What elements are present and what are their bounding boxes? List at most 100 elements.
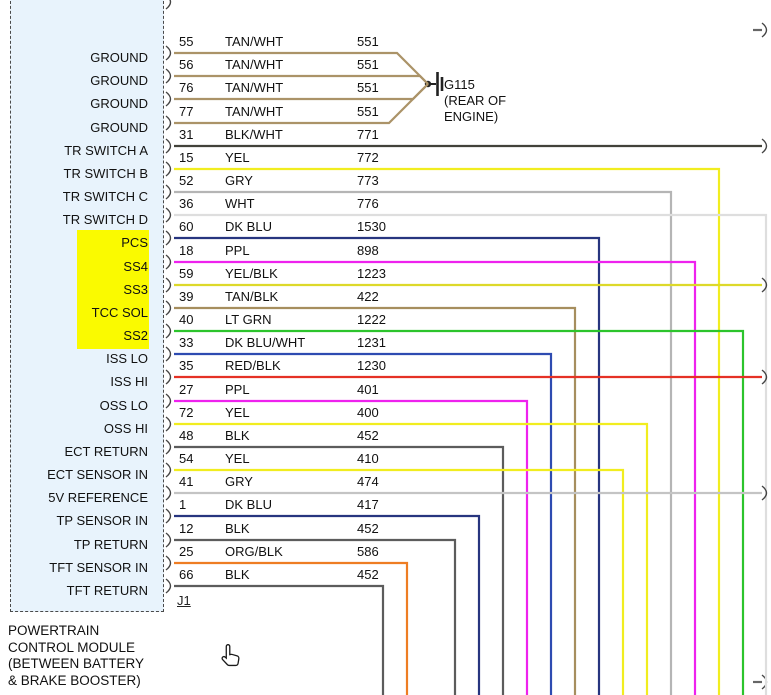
wire-circuit-number: 410 (357, 451, 379, 466)
wire-pin-number: 25 (179, 544, 194, 559)
wire-12-452 (174, 538, 457, 695)
wire-circuit-number: 551 (357, 57, 379, 72)
wire-color-label: GRY (225, 173, 253, 188)
wire-color-label: DK BLU/WHT (225, 335, 306, 350)
wire-pin-number: 41 (179, 474, 194, 489)
wire-77-551 (174, 83, 429, 125)
wire-color-label: LT GRN (225, 312, 272, 327)
wire-circuit-number: 586 (357, 544, 379, 559)
wire-color-label: PPL (225, 243, 250, 258)
wire-72-400 (174, 422, 649, 695)
wire-color-label: BLK (225, 567, 250, 582)
module-caption-line: CONTROL MODULE (8, 639, 136, 655)
connector-pin-arc (165, 68, 172, 84)
wire-pin-number: 56 (179, 57, 194, 72)
wire-36-776 (174, 213, 768, 695)
connector-pin-arc (165, 184, 172, 200)
wire-48-452 (174, 445, 505, 695)
wire-color-label: TAN/WHT (225, 80, 284, 95)
wire-15-772 (174, 167, 721, 695)
connector-pin-arc (165, 45, 172, 61)
pin-function-label: ISS HI (110, 374, 148, 389)
wire-27-401 (174, 399, 529, 695)
wire-pin-number: 66 (179, 567, 194, 582)
connector-pin-arc (165, 439, 172, 455)
wire-color-label: ORG/BLK (225, 544, 283, 559)
wire-pin-number: 60 (179, 219, 194, 234)
wire-40-1222 (174, 329, 745, 695)
wire-55-551 (174, 51, 429, 85)
module-caption-line: POWERTRAIN (8, 623, 100, 638)
pin-function-label: TFT RETURN (66, 583, 148, 598)
module-caption-line: & BRAKE BOOSTER) (8, 672, 141, 688)
wire-1-417 (174, 514, 481, 695)
wire-color-label: PPL (225, 382, 250, 397)
wire-circuit-number: 401 (357, 382, 379, 397)
wire-54-410 (174, 468, 625, 695)
connector-pin-arc (165, 485, 172, 501)
pin-function-label: TFT SENSOR IN (49, 560, 148, 575)
wire-pin-number: 31 (179, 127, 194, 142)
wire-color-label: WHT (225, 196, 255, 211)
connector-pin-arc (165, 161, 172, 177)
solenoid-highlight (77, 230, 149, 349)
wire-circuit-number: 452 (357, 521, 379, 536)
wire-33-1231 (174, 352, 553, 695)
pin-function-label: TR SWITCH C (62, 189, 148, 204)
wire-circuit-number: 1530 (357, 219, 386, 234)
wire-pin-number: 76 (179, 80, 194, 95)
pin-function-label: SS4 (123, 259, 148, 274)
wire-circuit-number: 551 (357, 104, 379, 119)
connector-pin-arc (165, 416, 172, 432)
wire-circuit-number: 417 (357, 497, 379, 512)
connector-pin-arc (165, 300, 172, 316)
pin-function-label: ECT SENSOR IN (47, 467, 148, 482)
connector-pin-arc (165, 0, 172, 10)
wire-color-label: YEL (225, 150, 250, 165)
wire-pin-number: 54 (179, 451, 194, 466)
connector-pin-arc (165, 393, 172, 409)
wire-color-label: YEL (225, 405, 250, 420)
ground-location-line: ENGINE) (444, 109, 499, 124)
wire-pin-number: 40 (179, 312, 194, 327)
wire-circuit-number: 422 (357, 289, 379, 304)
wire-color-label: DK BLU (225, 219, 272, 234)
wire-color-label: YEL/BLK (225, 266, 278, 281)
wire-circuit-number: 776 (357, 196, 379, 211)
wire-56-551 (174, 74, 429, 85)
wire-circuit-number: 1231 (357, 335, 386, 350)
wire-color-label: DK BLU (225, 497, 272, 512)
wire-60-1530 (174, 236, 601, 695)
wire-pin-number: 35 (179, 358, 194, 373)
module-caption: POWERTRAIN CONTROL MODULE (BETWEEN BATTE… (8, 623, 144, 689)
wire-pin-number: 39 (179, 289, 194, 304)
ground-label: G115 (REAR OF ENGINE) (444, 77, 506, 125)
pin-function-label: SS3 (123, 282, 148, 297)
pin-function-label: TP RETURN (73, 537, 148, 552)
wire-circuit-number: 773 (357, 173, 379, 188)
wire-52-773 (174, 190, 673, 695)
wire-circuit-number: 1223 (357, 266, 386, 281)
connector-pin-arc (165, 346, 172, 362)
wire-39-422 (174, 306, 577, 695)
wire-pin-number: 18 (179, 243, 194, 258)
wire-pin-number: 77 (179, 104, 194, 119)
pin-function-label: GROUND (90, 50, 148, 65)
connector-pin-arc (165, 369, 172, 385)
connector-pin-arc (165, 462, 172, 478)
connector-pin-arc (165, 115, 172, 131)
wire-color-label: TAN/BLK (225, 289, 279, 304)
wire-circuit-number: 1230 (357, 358, 386, 373)
wire-pin-number: 59 (179, 266, 194, 281)
connector-pin-arc (165, 323, 172, 339)
wire-circuit-number: 551 (357, 34, 379, 49)
wire-circuit-number: 772 (357, 150, 379, 165)
wire-pin-number: 36 (179, 196, 194, 211)
pin-function-label: TCC SOL (91, 305, 148, 320)
wire-color-label: BLK (225, 428, 250, 443)
wire-color-label: TAN/WHT (225, 57, 284, 72)
wire-circuit-number: 1222 (357, 312, 386, 327)
pin-function-label: TP SENSOR IN (56, 513, 148, 528)
